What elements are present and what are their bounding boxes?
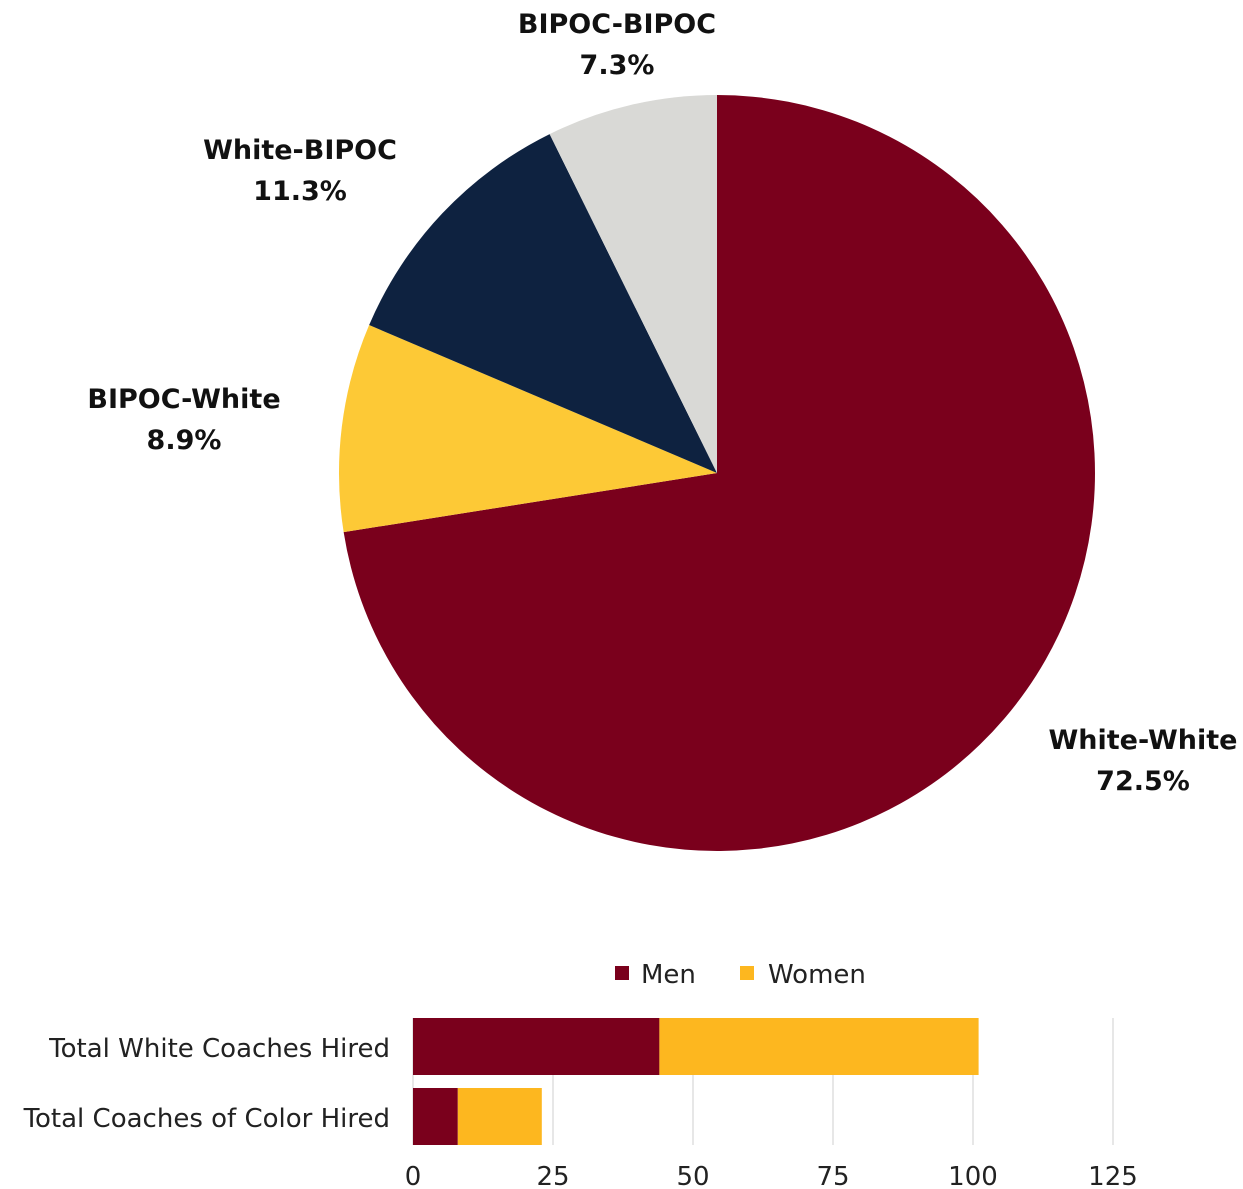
slice-value-bipoc-white: 8.9% xyxy=(147,425,222,456)
slice-value-white-bipoc: 11.3% xyxy=(253,176,347,207)
bar-segment-women xyxy=(659,1018,979,1075)
legend-label-women: Women xyxy=(768,960,866,990)
slice-label-bipoc-bipoc: BIPOC-BIPOC xyxy=(518,9,716,40)
x-tick-label: 25 xyxy=(536,1162,569,1189)
bar-segment-men xyxy=(413,1018,660,1075)
stacked-bar-chart: Men Women Total White Coaches Hired Tota… xyxy=(23,960,1138,1189)
slice-label-white-white: White-White xyxy=(1049,725,1238,756)
slice-value-white-white: 72.5% xyxy=(1096,766,1190,797)
legend-swatch-men xyxy=(615,966,629,980)
pie-slice-bipoc-bipoc xyxy=(549,95,717,473)
slice-label-white-bipoc: White-BIPOC xyxy=(203,135,397,166)
pie-chart: White-White 72.5% BIPOC-White 8.9% White… xyxy=(87,9,1237,851)
slice-value-bipoc-bipoc: 7.3% xyxy=(580,50,655,81)
x-tick-label: 125 xyxy=(1088,1162,1138,1189)
pie-labels: White-White 72.5% BIPOC-White 8.9% White… xyxy=(87,9,1237,797)
x-tick-label: 100 xyxy=(948,1162,998,1189)
pie-slice-white-white xyxy=(343,95,1095,851)
legend: Men Women xyxy=(615,960,866,990)
legend-swatch-women xyxy=(740,966,754,980)
x-tick-label: 0 xyxy=(405,1162,422,1189)
pie-slice-white-bipoc xyxy=(369,134,717,473)
pie-slices xyxy=(338,95,1095,851)
x-axis-tick-labels: 0 25 50 75 100 125 xyxy=(405,1162,1138,1189)
bar-segment-men xyxy=(413,1088,458,1145)
x-tick-label: 50 xyxy=(676,1162,709,1189)
legend-label-men: Men xyxy=(641,960,696,990)
slice-label-bipoc-white: BIPOC-White xyxy=(87,384,280,415)
x-tick-label: 75 xyxy=(816,1162,849,1189)
bar-marks xyxy=(413,1018,979,1145)
category-label: Total Coaches of Color Hired xyxy=(23,1104,390,1134)
bar-segment-women xyxy=(457,1088,542,1145)
category-labels: Total White Coaches Hired Total Coaches … xyxy=(23,1034,390,1134)
pie-slice-bipoc-white xyxy=(338,325,717,533)
category-label: Total White Coaches Hired xyxy=(48,1034,390,1064)
